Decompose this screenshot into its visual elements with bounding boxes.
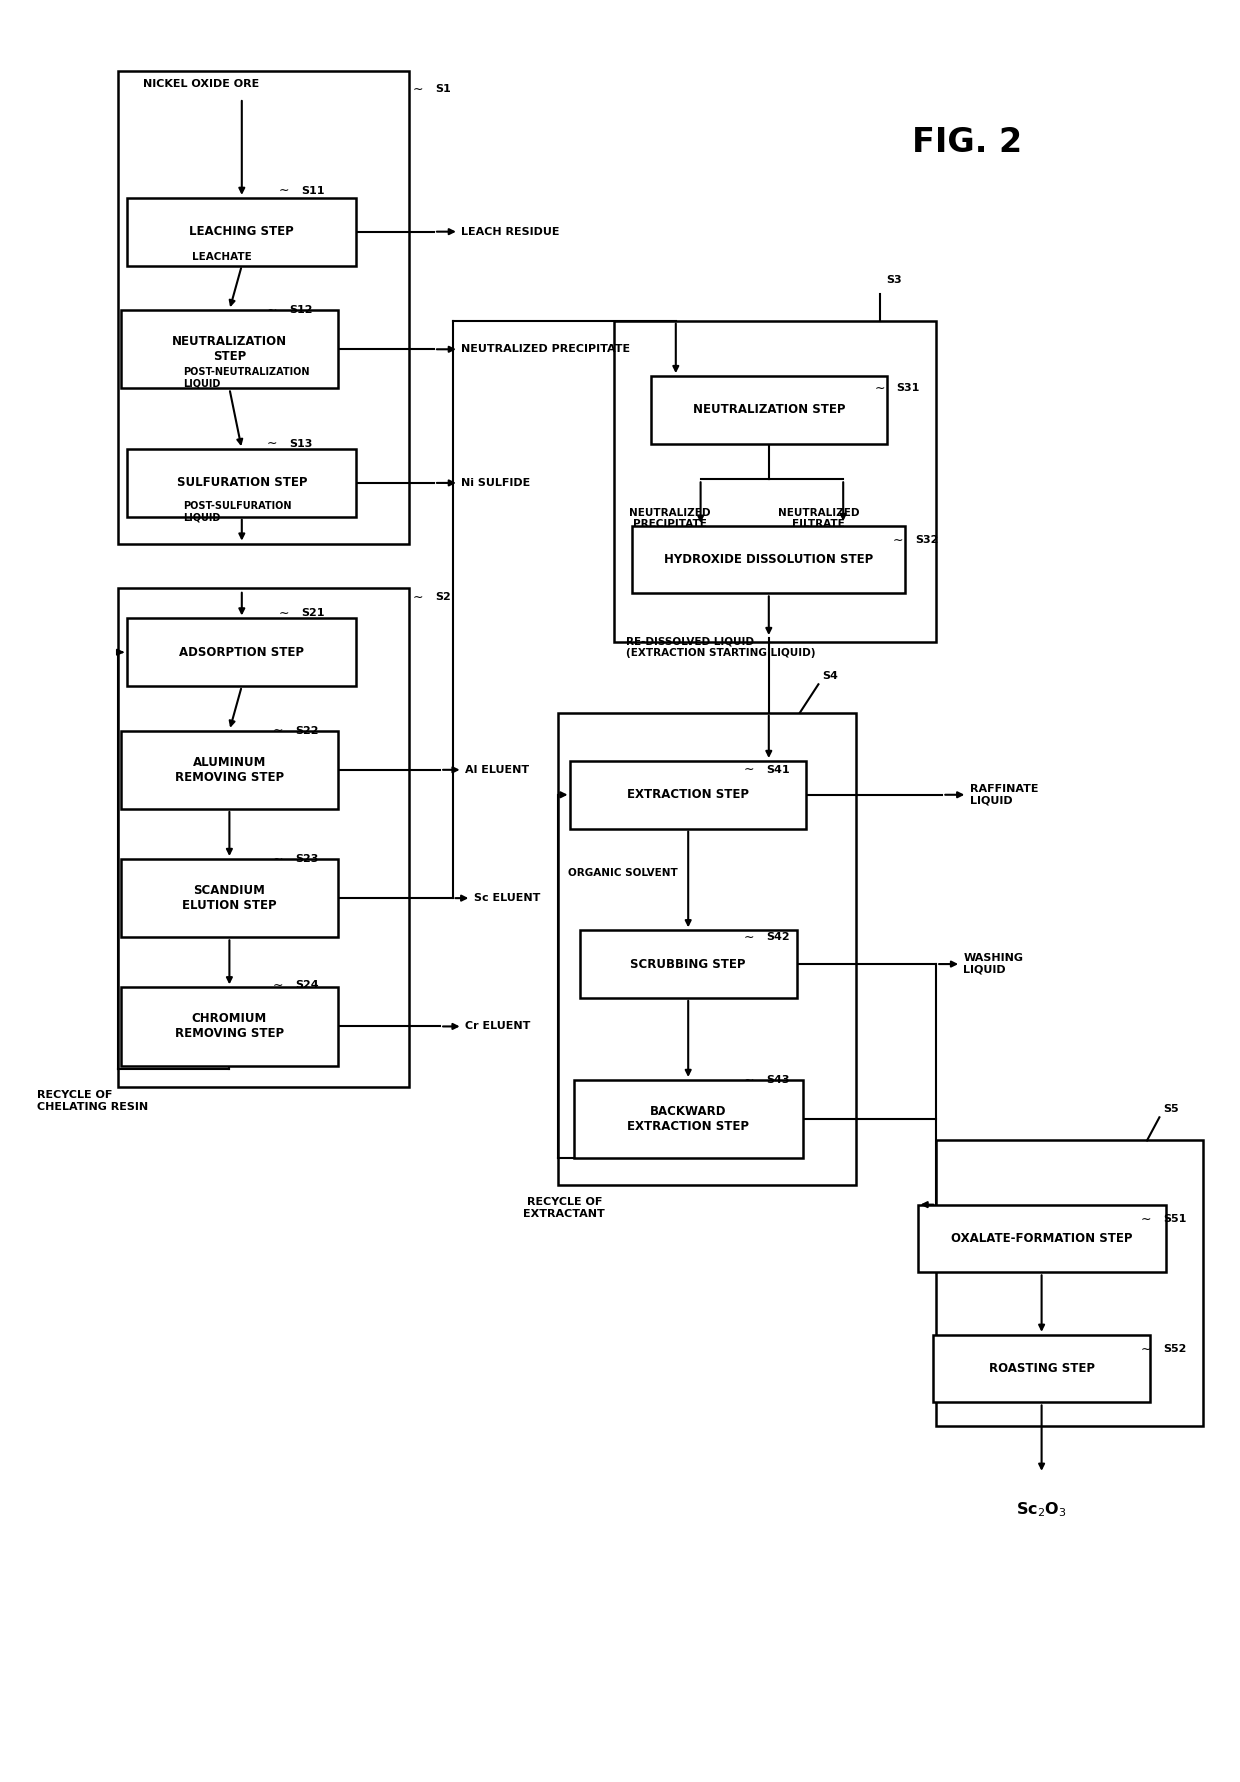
Text: WASHING
LIQUID: WASHING LIQUID — [963, 953, 1023, 975]
Text: Sc$_2$O$_3$: Sc$_2$O$_3$ — [1017, 1500, 1066, 1518]
Bar — [122, 310, 337, 388]
Text: SCANDIUM
ELUTION STEP: SCANDIUM ELUTION STEP — [182, 884, 277, 912]
Text: RECYCLE OF
CHELATING RESIN: RECYCLE OF CHELATING RESIN — [37, 1091, 149, 1112]
Bar — [918, 1205, 1166, 1272]
Text: BACKWARD
EXTRACTION STEP: BACKWARD EXTRACTION STEP — [627, 1105, 749, 1133]
Text: CHROMIUM
REMOVING STEP: CHROMIUM REMOVING STEP — [175, 1012, 284, 1041]
Bar — [118, 588, 409, 1087]
Text: NEUTRALIZED
FILTRATE: NEUTRALIZED FILTRATE — [777, 508, 859, 529]
Text: S24: S24 — [295, 980, 319, 991]
Text: S41: S41 — [766, 764, 790, 775]
Bar — [614, 321, 936, 642]
Text: ∼: ∼ — [744, 930, 754, 944]
Text: RECYCLE OF
EXTRACTANT: RECYCLE OF EXTRACTANT — [523, 1198, 605, 1219]
Text: POST-SULFURATION
LIQUID: POST-SULFURATION LIQUID — [184, 501, 293, 522]
Text: S31: S31 — [897, 383, 920, 394]
Text: S52: S52 — [1163, 1344, 1187, 1354]
Text: EXTRACTION STEP: EXTRACTION STEP — [627, 788, 749, 802]
Text: NEUTRALIZED PRECIPITATE: NEUTRALIZED PRECIPITATE — [461, 344, 630, 355]
Bar — [128, 449, 357, 517]
Text: NICKEL OXIDE ORE: NICKEL OXIDE ORE — [143, 78, 259, 89]
Text: LEACH RESIDUE: LEACH RESIDUE — [461, 226, 559, 237]
Text: S23: S23 — [295, 854, 319, 864]
Text: S32: S32 — [915, 535, 939, 545]
Text: ∼: ∼ — [273, 978, 283, 993]
Text: ∼: ∼ — [1141, 1342, 1151, 1356]
Text: ∼: ∼ — [413, 82, 423, 96]
Text: ∼: ∼ — [279, 184, 289, 198]
Text: NEUTRALIZATION
STEP: NEUTRALIZATION STEP — [172, 335, 286, 364]
Bar — [122, 731, 337, 809]
Bar — [573, 1080, 802, 1158]
Text: POST-NEUTRALIZATION
LIQUID: POST-NEUTRALIZATION LIQUID — [184, 367, 310, 388]
Text: Sc ELUENT: Sc ELUENT — [474, 893, 541, 903]
Text: S43: S43 — [766, 1075, 790, 1085]
Bar — [122, 859, 337, 937]
Text: LEACHATE: LEACHATE — [192, 251, 252, 262]
Bar — [632, 526, 905, 593]
Text: ROASTING STEP: ROASTING STEP — [988, 1361, 1095, 1376]
Bar — [936, 1140, 1203, 1426]
Text: LEACHING STEP: LEACHING STEP — [190, 225, 294, 239]
Text: HYDROXIDE DISSOLUTION STEP: HYDROXIDE DISSOLUTION STEP — [665, 552, 873, 567]
Text: NEUTRALIZATION STEP: NEUTRALIZATION STEP — [693, 403, 844, 417]
Text: ∼: ∼ — [874, 381, 884, 396]
Text: S1: S1 — [435, 84, 451, 94]
Text: NEUTRALIZED
PRECIPITATE: NEUTRALIZED PRECIPITATE — [629, 508, 711, 529]
Bar — [570, 761, 806, 829]
Text: S2: S2 — [435, 592, 451, 602]
Text: ∼: ∼ — [273, 723, 283, 738]
Text: S21: S21 — [301, 608, 325, 618]
Bar — [122, 987, 337, 1066]
Bar — [128, 618, 357, 686]
Text: RE-DISSOLVED LIQUID
(EXTRACTION STARTING LIQUID): RE-DISSOLVED LIQUID (EXTRACTION STARTING… — [626, 636, 816, 658]
Bar — [580, 930, 797, 998]
Text: S12: S12 — [289, 305, 312, 315]
Text: ALUMINUM
REMOVING STEP: ALUMINUM REMOVING STEP — [175, 756, 284, 784]
Bar — [558, 713, 856, 1185]
Text: ∼: ∼ — [1141, 1212, 1151, 1226]
Text: Cr ELUENT: Cr ELUENT — [465, 1021, 531, 1032]
Text: ∼: ∼ — [413, 590, 423, 604]
Bar — [651, 376, 887, 444]
Text: ∼: ∼ — [744, 1073, 754, 1087]
Text: S22: S22 — [295, 725, 319, 736]
Text: S42: S42 — [766, 932, 790, 943]
Text: S11: S11 — [301, 185, 325, 196]
Text: ORGANIC SOLVENT: ORGANIC SOLVENT — [568, 868, 678, 879]
Text: FIG. 2: FIG. 2 — [913, 127, 1022, 159]
Text: SULFURATION STEP: SULFURATION STEP — [176, 476, 308, 490]
Text: ∼: ∼ — [893, 533, 903, 547]
Text: S51: S51 — [1163, 1214, 1187, 1224]
Text: S5: S5 — [1163, 1103, 1179, 1114]
Text: ∼: ∼ — [267, 437, 277, 451]
Text: ∼: ∼ — [279, 606, 289, 620]
Text: ∼: ∼ — [273, 852, 283, 866]
Text: ADSORPTION STEP: ADSORPTION STEP — [180, 645, 304, 659]
Text: S13: S13 — [289, 438, 312, 449]
Text: SCRUBBING STEP: SCRUBBING STEP — [630, 957, 746, 971]
Text: RAFFINATE
LIQUID: RAFFINATE LIQUID — [970, 784, 1038, 805]
Text: OXALATE-FORMATION STEP: OXALATE-FORMATION STEP — [951, 1231, 1132, 1246]
Text: ∼: ∼ — [267, 303, 277, 317]
Text: S4: S4 — [822, 670, 838, 681]
Text: Al ELUENT: Al ELUENT — [465, 764, 529, 775]
Text: ∼: ∼ — [744, 763, 754, 777]
Bar — [932, 1335, 1149, 1402]
Bar — [118, 71, 409, 544]
Text: S3: S3 — [887, 274, 903, 285]
Bar — [128, 198, 357, 266]
Text: Ni SULFIDE: Ni SULFIDE — [461, 478, 531, 488]
